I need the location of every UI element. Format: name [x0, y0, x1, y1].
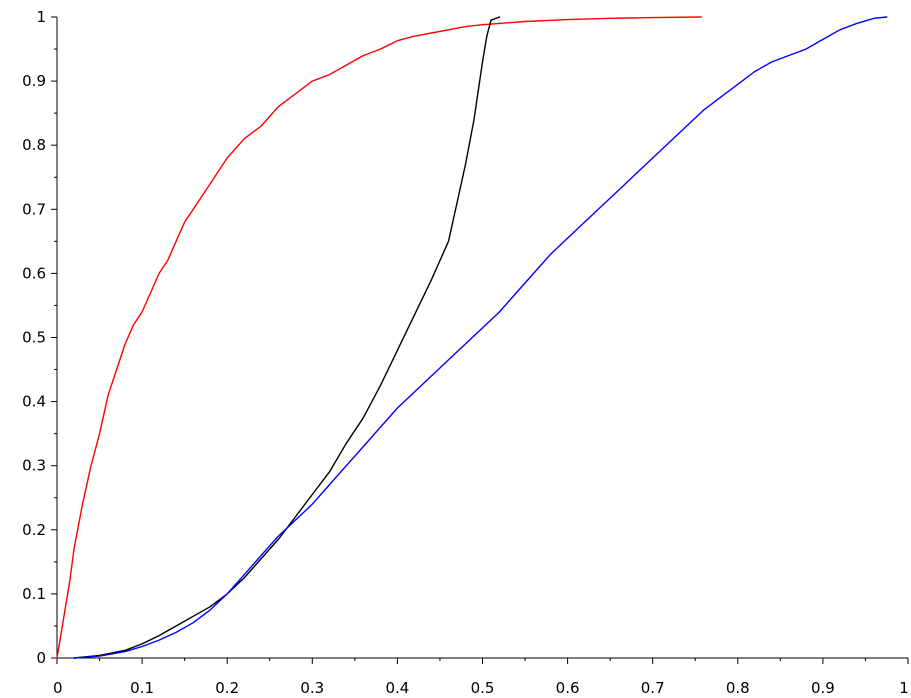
y-tick-label: 0.8 [22, 136, 46, 154]
x-tick-label: 0.7 [641, 679, 665, 697]
x-tick-label: 0.6 [556, 679, 580, 697]
x-tick-label: 0.5 [471, 679, 495, 697]
series-0 [56, 16, 702, 659]
x-tick-label: 1 [899, 679, 909, 697]
x-tick-label: 0.3 [300, 679, 324, 697]
y-tick-label: 0.6 [22, 264, 46, 282]
y-tick-label: 0 [36, 649, 46, 667]
y-tick-label: 0.3 [22, 457, 46, 475]
x-tick-label: 0.4 [385, 679, 409, 697]
y-axis-ticks: 0 0.1 0.2 0.3 0.4 0.5 0.6 0.7 0.8 0.9 1 [22, 8, 57, 667]
plot-area [56, 16, 888, 659]
y-tick-label: 0.7 [22, 200, 46, 218]
series-line [73, 16, 888, 659]
x-tick-label: 0.8 [726, 679, 750, 697]
y-tick-label: 0.1 [22, 585, 46, 603]
series-1 [73, 16, 501, 659]
series-line [73, 16, 501, 659]
x-tick-label: 0.1 [130, 679, 154, 697]
series-line [56, 16, 702, 659]
series-2 [73, 16, 888, 659]
y-tick-label: 0.9 [22, 72, 46, 90]
x-tick-label: 0 [53, 679, 63, 697]
x-tick-label: 0.2 [215, 679, 239, 697]
y-tick-label: 1 [36, 8, 46, 26]
x-axis-ticks: 0 0.1 0.2 0.3 0.4 0.5 0.6 0.7 0.8 0.9 1 [53, 658, 909, 697]
y-tick-label: 0.5 [22, 329, 46, 347]
axes [56, 17, 908, 659]
y-tick-label: 0.2 [22, 521, 46, 539]
y-tick-label: 0.4 [22, 393, 46, 411]
x-tick-label: 0.9 [811, 679, 835, 697]
